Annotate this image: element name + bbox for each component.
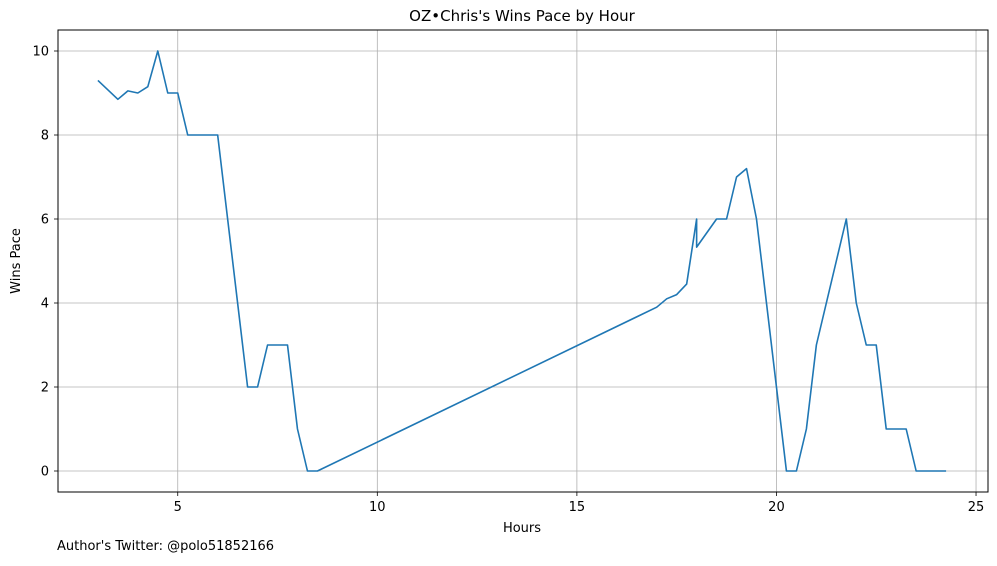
y-tick-label: 4 <box>41 297 49 312</box>
y-tick-label: 6 <box>41 213 49 228</box>
series-line <box>97 50 947 472</box>
y-tick-label: 2 <box>41 381 49 396</box>
y-tick-label: 8 <box>41 129 49 144</box>
x-tick-label: 20 <box>768 500 785 515</box>
y-axis-label: Wins Pace <box>9 228 24 294</box>
x-axis-label: Hours <box>503 521 541 536</box>
grid-lines <box>58 30 988 492</box>
x-tick-label: 25 <box>968 500 985 515</box>
x-tick-label: 10 <box>369 500 386 515</box>
author-credit: Author's Twitter: @polo51852166 <box>57 539 274 554</box>
x-tick-label: 5 <box>174 500 182 515</box>
x-tick-label: 15 <box>569 500 586 515</box>
plot-frame <box>57 29 989 493</box>
x-axis-ticks: 5 10 15 20 25 <box>174 492 985 515</box>
y-tick-label: 10 <box>32 45 49 60</box>
y-axis-ticks: 0 2 4 6 8 10 <box>32 45 58 480</box>
chart-title: OZ•Chris's Wins Pace by Hour <box>409 7 635 25</box>
series-layer <box>97 50 947 472</box>
y-tick-label: 0 <box>41 465 49 480</box>
